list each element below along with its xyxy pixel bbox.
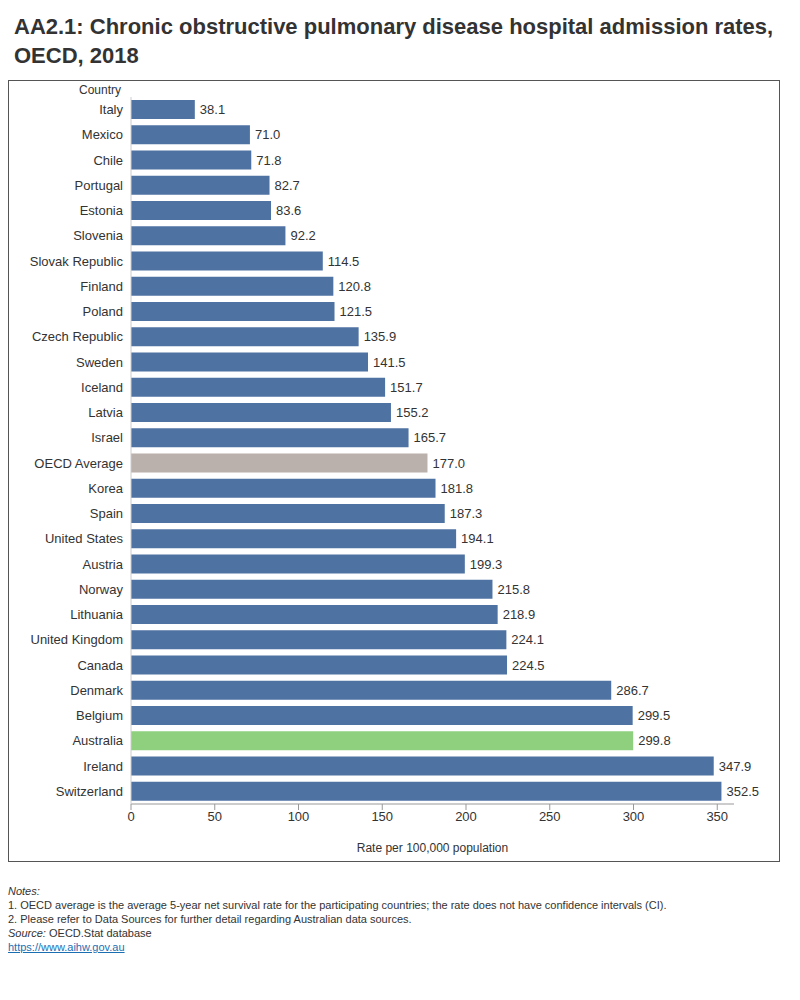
svg-text:Italy: Italy — [99, 102, 123, 117]
svg-text:Poland: Poland — [83, 304, 123, 319]
svg-text:Iceland: Iceland — [81, 380, 123, 395]
svg-text:Korea: Korea — [88, 481, 123, 496]
svg-text:Denmark: Denmark — [70, 683, 123, 698]
svg-text:Sweden: Sweden — [76, 355, 123, 370]
svg-text:299.5: 299.5 — [638, 708, 671, 723]
html-text:2. Please refer to Data Source: 2. Please refer to Data Sources for furt… — [8, 913, 412, 925]
svg-text:181.8: 181.8 — [441, 481, 474, 496]
svg-text:Chile: Chile — [93, 153, 123, 168]
svg-text:114.5: 114.5 — [328, 254, 360, 269]
svg-text:199.3: 199.3 — [470, 557, 503, 572]
svg-text:Australia: Australia — [72, 733, 123, 748]
html-text:1. OECD average is the average: 1. OECD average is the average 5-year ne… — [8, 899, 667, 911]
svg-text:82.7: 82.7 — [275, 178, 300, 193]
svg-text:Lithuania: Lithuania — [70, 607, 124, 622]
svg-text:224.5: 224.5 — [512, 658, 545, 673]
svg-text:155.2: 155.2 — [396, 405, 429, 420]
svg-text:250: 250 — [539, 809, 561, 824]
svg-text:286.7: 286.7 — [616, 683, 649, 698]
svg-text:120.8: 120.8 — [338, 279, 371, 294]
svg-text:135.9: 135.9 — [364, 329, 397, 344]
svg-text:50: 50 — [208, 809, 222, 824]
svg-text:Austria: Austria — [83, 557, 124, 572]
svg-text:Estonia: Estonia — [80, 203, 124, 218]
svg-text:187.3: 187.3 — [450, 506, 483, 521]
svg-text:194.1: 194.1 — [461, 531, 494, 546]
svg-text:218.9: 218.9 — [503, 607, 536, 622]
svg-text:Switzerland: Switzerland — [56, 784, 123, 799]
svg-text:Mexico: Mexico — [82, 127, 123, 142]
svg-text:Belgium: Belgium — [76, 708, 123, 723]
svg-text:300: 300 — [623, 809, 645, 824]
svg-text:Czech Republic: Czech Republic — [32, 329, 124, 344]
html-text:Source: OECD.Stat database: Source: OECD.Stat database — [8, 927, 152, 939]
svg-text:United States: United States — [45, 531, 124, 546]
svg-text:299.8: 299.8 — [638, 733, 671, 748]
svg-text:100: 100 — [288, 809, 310, 824]
svg-text:Ireland: Ireland — [83, 759, 123, 774]
svg-text:Finland: Finland — [80, 279, 123, 294]
html-text:AA2.1: Chronic obstructive pul: AA2.1: Chronic obstructive pulmonary dis… — [14, 14, 774, 68]
svg-text:Israel: Israel — [91, 430, 123, 445]
svg-text:200: 200 — [455, 809, 477, 824]
svg-text:Rate per 100,000 population: Rate per 100,000 population — [357, 841, 508, 855]
svg-text:71.0: 71.0 — [255, 127, 280, 142]
svg-text:151.7: 151.7 — [390, 380, 423, 395]
svg-text:Slovenia: Slovenia — [73, 228, 124, 243]
svg-text:141.5: 141.5 — [373, 355, 406, 370]
svg-text:352.5: 352.5 — [726, 784, 759, 799]
svg-text:165.7: 165.7 — [414, 430, 447, 445]
html-text:Country: Country — [79, 83, 121, 97]
svg-text:71.8: 71.8 — [256, 153, 281, 168]
svg-text:Portugal: Portugal — [75, 178, 124, 193]
svg-text:215.8: 215.8 — [497, 582, 530, 597]
svg-text:121.5: 121.5 — [340, 304, 373, 319]
svg-text:92.2: 92.2 — [290, 228, 315, 243]
svg-text:United Kingdom: United Kingdom — [31, 632, 124, 647]
svg-text:Slovak Republic: Slovak Republic — [30, 254, 124, 269]
html-text:Notes:: Notes: — [8, 885, 40, 897]
svg-text:OECD Average: OECD Average — [34, 456, 123, 471]
svg-text:347.9: 347.9 — [719, 759, 752, 774]
svg-text:83.6: 83.6 — [276, 203, 301, 218]
svg-text:224.1: 224.1 — [511, 632, 544, 647]
svg-text:Spain: Spain — [90, 506, 123, 521]
svg-text:Canada: Canada — [77, 658, 123, 673]
svg-text:350: 350 — [706, 809, 728, 824]
svg-text:150: 150 — [371, 809, 393, 824]
svg-text:Norway: Norway — [79, 582, 124, 597]
svg-text:0: 0 — [127, 809, 134, 824]
html-text:https://www.aihw.gov.au: https://www.aihw.gov.au — [8, 941, 125, 953]
svg-text:Latvia: Latvia — [88, 405, 123, 420]
svg-text:38.1: 38.1 — [200, 102, 225, 117]
svg-text:177.0: 177.0 — [432, 456, 465, 471]
